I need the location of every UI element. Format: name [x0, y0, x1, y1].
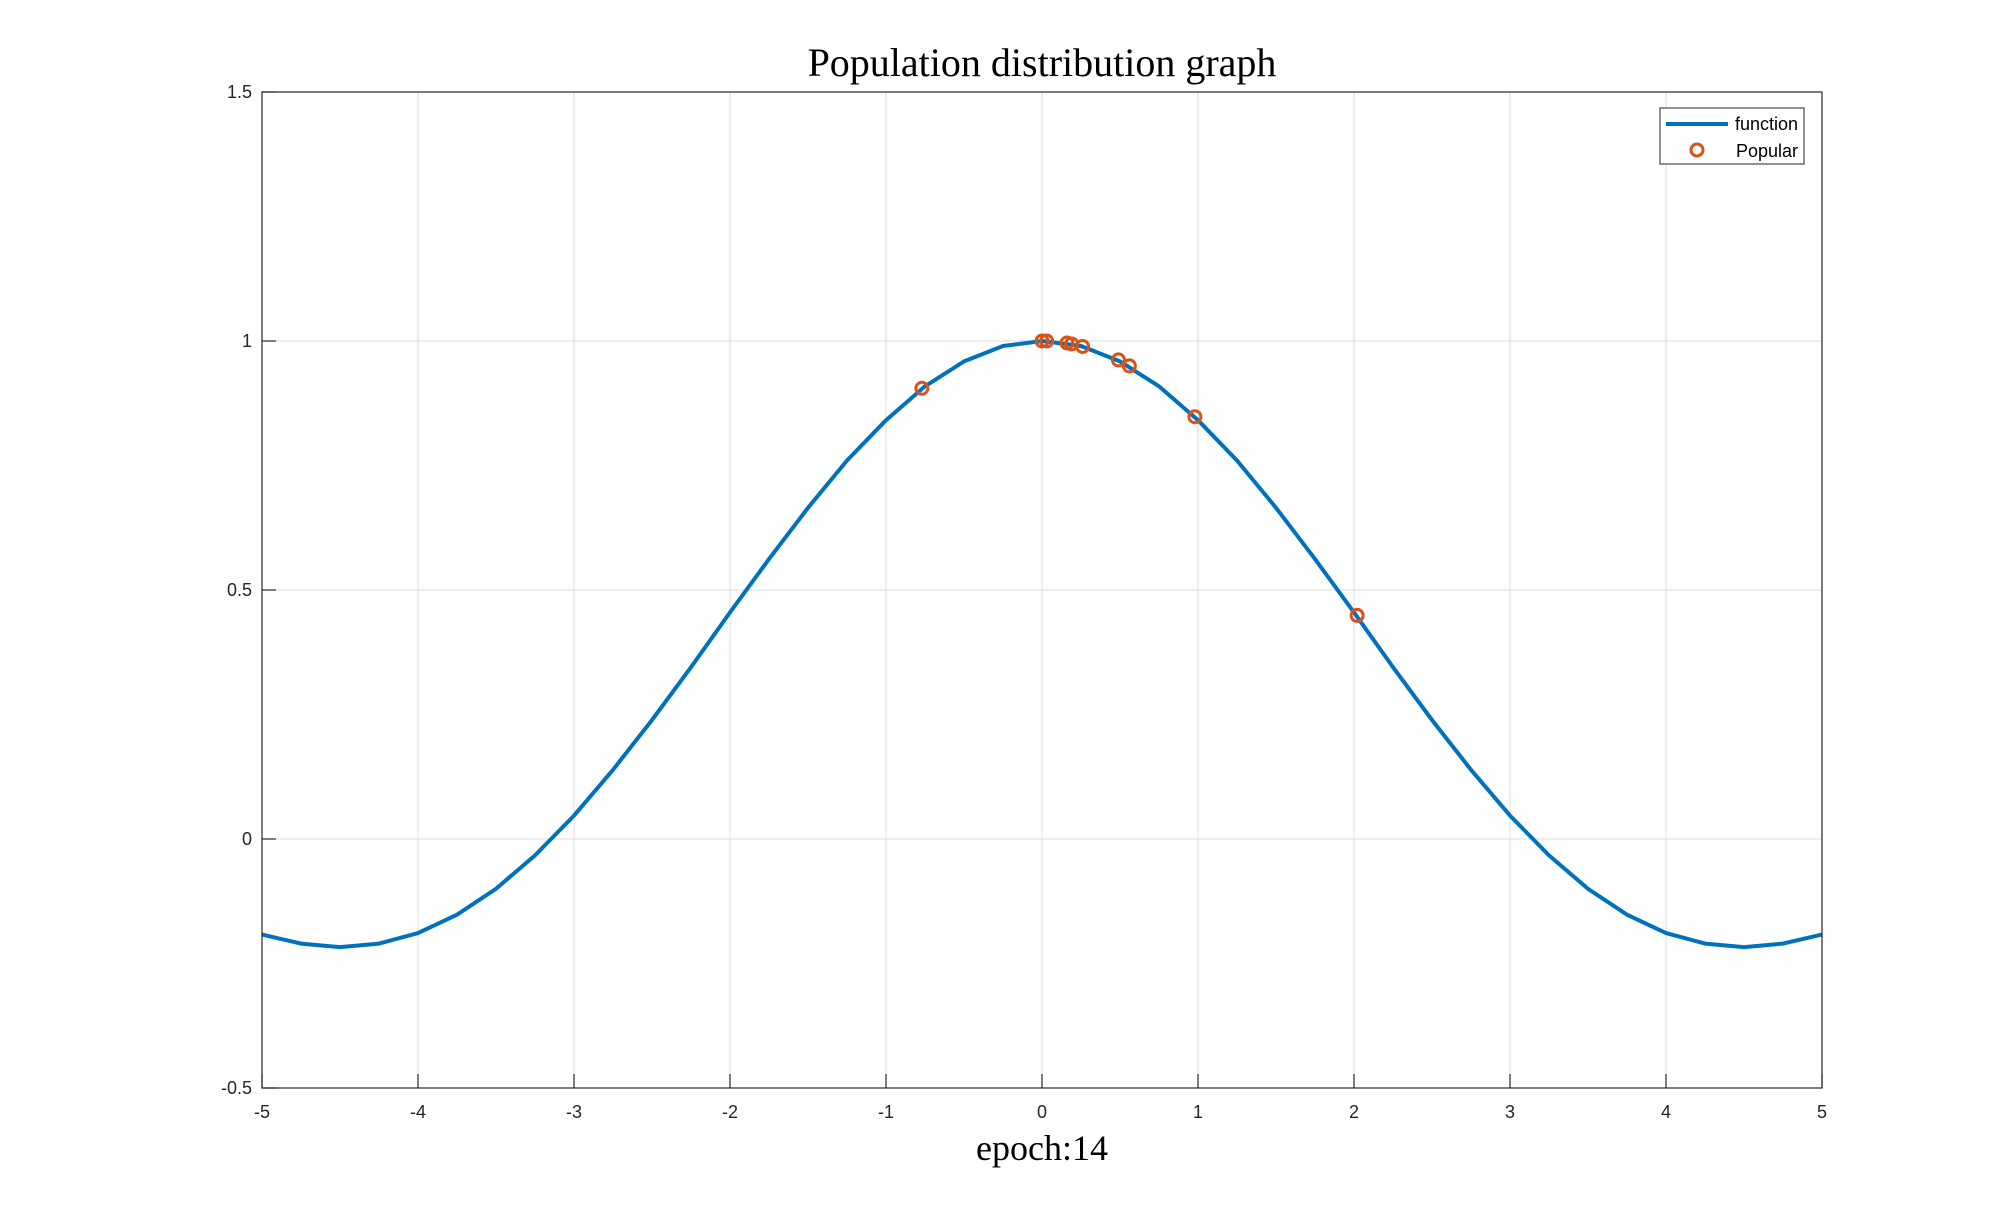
chart-title: Population distribution graph: [808, 40, 1277, 85]
x-tick-label: 4: [1661, 1102, 1671, 1122]
x-axis-label: epoch:14: [976, 1128, 1108, 1168]
population-point: [1187, 409, 1203, 425]
x-tick-label: 1: [1193, 1102, 1203, 1122]
population-point: [1121, 358, 1137, 374]
population-point: [914, 380, 930, 396]
y-tick-label: 1.5: [227, 82, 252, 102]
y-tick-label: 1: [242, 331, 252, 351]
population-point: [1349, 607, 1365, 623]
legend-label-popular: Popular: [1736, 141, 1798, 161]
legend-box: [1659, 107, 1805, 165]
y-tick-label: 0.5: [227, 580, 252, 600]
population-point: [1034, 333, 1050, 349]
legend: function Popular: [1659, 107, 1805, 165]
population-point: [1039, 333, 1055, 349]
plot-area: [261, 333, 1823, 950]
x-tick-label: 2: [1349, 1102, 1359, 1122]
population-point: [1075, 338, 1091, 354]
x-tick-label: -2: [722, 1102, 738, 1122]
x-tick-label: 5: [1817, 1102, 1827, 1122]
legend-marker-swatch: [1689, 142, 1705, 158]
ticks: -5 -4 -3 -2 -1 0 1 2 3 4 5 -0.5 0 0.5 1 1.5: [221, 82, 1827, 1122]
x-tick-label: -1: [878, 1102, 894, 1122]
y-tick-label: -0.5: [221, 1078, 252, 1098]
population-point: [1110, 352, 1126, 368]
x-tick-label: -4: [410, 1102, 426, 1122]
legend-label-function: function: [1735, 114, 1798, 134]
x-tick-label: -3: [566, 1102, 582, 1122]
x-tick-label: 0: [1037, 1102, 1047, 1122]
x-tick-label: -5: [254, 1102, 270, 1122]
x-tick-label: 3: [1505, 1102, 1515, 1122]
y-tick-label: 0: [242, 829, 252, 849]
